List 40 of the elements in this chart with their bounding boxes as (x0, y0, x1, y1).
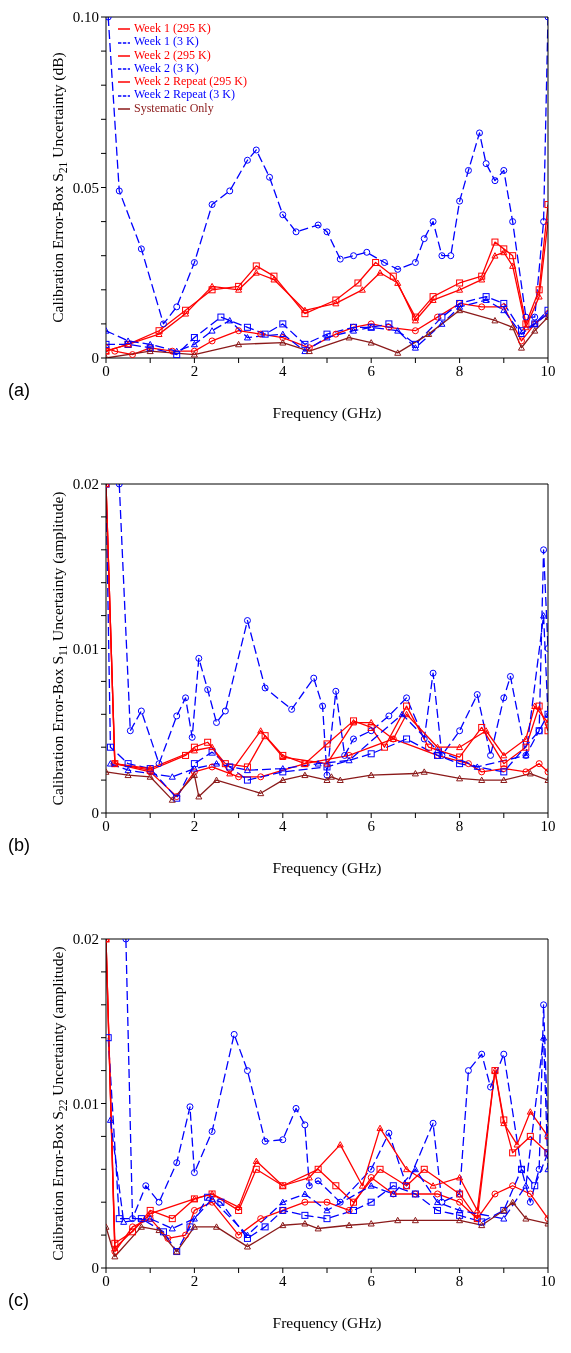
x-tick-label: 0 (102, 817, 110, 834)
x-tick-label: 2 (190, 817, 199, 834)
text: (c) (8, 1290, 29, 1311)
legend-label: Week 2 (3 K) (134, 60, 199, 75)
x-tick-label: 6 (367, 1272, 376, 1289)
x-tick-label: 10 (540, 1272, 556, 1289)
x-tick-label: 10 (540, 817, 556, 834)
x-tick-label: 8 (455, 817, 464, 834)
y-tick-label: 0 (91, 1260, 99, 1277)
y-tick-label: 0 (91, 350, 99, 367)
x-axis-title: Frequency (GHz) (272, 404, 382, 422)
x-tick-label: 0 (102, 1272, 110, 1289)
x-tick-label: 8 (455, 1272, 464, 1289)
y-tick-label: 0.10 (72, 9, 99, 26)
x-tick-label: 2 (190, 1272, 199, 1289)
x-tick-label: 10 (540, 362, 556, 379)
text: (b) (8, 835, 30, 856)
y-tick-label: 0.02 (72, 476, 99, 493)
x-tick-label: 8 (455, 362, 464, 379)
legend-label: Week 2 Repeat (3 K) (134, 87, 235, 102)
x-tick-label: 0 (102, 362, 110, 379)
x-tick-label: 4 (279, 1272, 288, 1289)
y-tick-label: 0.01 (72, 1095, 99, 1112)
legend-label: Week 1 (295 K) (134, 21, 211, 35)
x-tick-label: 4 (279, 362, 288, 379)
x-tick-label: 4 (279, 817, 288, 834)
x-tick-label: 6 (367, 362, 376, 379)
x-tick-label: 2 (190, 362, 199, 379)
y-tick-label: 0 (91, 805, 99, 822)
legend-label: Week 1 (3 K) (134, 34, 199, 49)
x-tick-label: 6 (367, 817, 376, 834)
x-axis-title: Frequency (GHz) (272, 859, 382, 877)
text: (a) (8, 380, 30, 401)
x-axis-title: Frequency (GHz) (272, 1314, 382, 1332)
legend-label: Systematic Only (134, 100, 214, 115)
y-tick-label: 0.01 (72, 640, 99, 657)
y-tick-label: 0.05 (72, 179, 99, 196)
legend-label: Week 2 (295 K) (134, 47, 211, 62)
y-tick-label: 0.02 (72, 931, 99, 948)
legend-label: Week 2 Repeat (295 K) (134, 74, 247, 88)
